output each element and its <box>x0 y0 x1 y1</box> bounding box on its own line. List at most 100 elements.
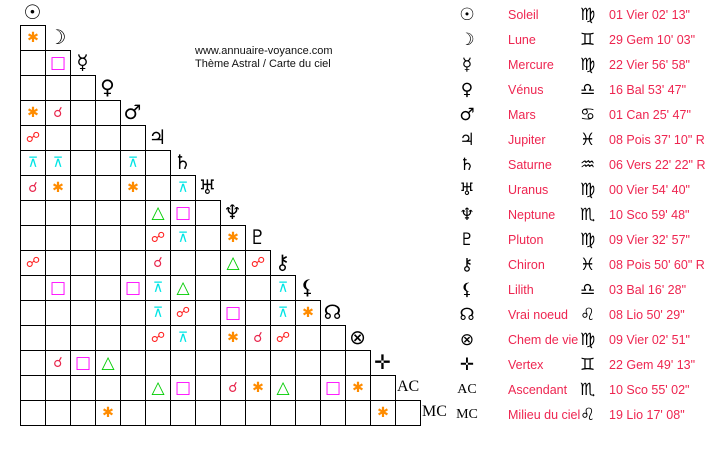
aspect-cell: ☌ <box>45 100 71 126</box>
aspect-cell <box>20 75 46 101</box>
body-name: Milieu du ciel <box>508 408 581 422</box>
list-item: ⚸ Lilith ♎ 03 Bal 16' 28" <box>452 280 705 305</box>
aspect-cell <box>120 325 146 351</box>
aspect-cell: □ <box>170 200 196 226</box>
body-position: 06 Vers 22' 22" R <box>609 158 705 172</box>
aspect-cell <box>145 150 171 176</box>
jupiter-icon: ♃ <box>459 130 475 150</box>
zodiac-sign-icon: ♎ <box>580 80 596 100</box>
aspect-cell <box>220 400 246 426</box>
uranus-icon: ♅ <box>459 180 475 200</box>
aspect-cell <box>70 325 96 351</box>
trine-icon: △ <box>101 353 115 373</box>
aspect-cell <box>295 325 321 351</box>
opposition-icon: ☍ <box>25 130 41 146</box>
quincunx-icon: ⊼ <box>127 155 139 171</box>
aspect-cell: ✱ <box>220 225 246 251</box>
conjunction-icon: ☌ <box>53 105 63 121</box>
path-of-life-icon: ⊗ <box>459 330 475 350</box>
square-icon: □ <box>49 53 67 73</box>
aspect-cell <box>20 375 46 401</box>
zodiac-sign-icon: ♏ <box>580 380 596 400</box>
aspect-cell: ✱ <box>370 400 396 426</box>
square-icon: □ <box>124 278 142 298</box>
zodiac-sign-icon: ♒ <box>580 155 596 175</box>
list-item: ♄ Saturne ♒ 06 Vers 22' 22" R <box>452 155 705 180</box>
chiron-icon: ⚷ <box>275 250 290 274</box>
aspect-cell: △ <box>145 375 171 401</box>
body-name: Vénus <box>508 83 544 97</box>
aspect-cell <box>220 275 246 301</box>
aspect-cell <box>95 250 121 276</box>
opposition-icon: ☍ <box>175 305 191 321</box>
list-item: ♀ Vénus ♎ 16 Bal 53' 47" <box>452 80 705 105</box>
aspect-cell: △ <box>145 200 171 226</box>
aspect-cell <box>120 225 146 251</box>
aspect-cell <box>70 200 96 226</box>
zodiac-sign-icon: ♍ <box>580 55 596 75</box>
opposition-icon: ☍ <box>275 330 291 346</box>
square-icon: □ <box>224 303 242 323</box>
aspect-cell <box>120 375 146 401</box>
body-position: 03 Bal 16' 28" <box>609 283 687 297</box>
aspect-cell: □ <box>170 375 196 401</box>
zodiac-sign-icon: ♓ <box>580 130 596 150</box>
aspect-cell: △ <box>170 275 196 301</box>
body-name: Vrai noeud <box>508 308 568 322</box>
chart-subtitle: Thème Astral / Carte du ciel <box>195 58 331 70</box>
aspect-cell: ✱ <box>95 400 121 426</box>
aspect-cell <box>170 400 196 426</box>
square-icon: □ <box>174 378 192 398</box>
body-position: 08 Lio 50' 29" <box>609 308 685 322</box>
zodiac-sign-icon: ♍ <box>580 330 596 350</box>
body-position: 22 Gem 49' 13" <box>609 358 696 372</box>
conjunction-icon: ☌ <box>53 355 63 371</box>
aspect-cell <box>20 350 46 376</box>
aspect-cell <box>270 400 296 426</box>
aspect-cell <box>370 375 396 401</box>
aspect-cell <box>70 150 96 176</box>
aspect-cell <box>170 250 196 276</box>
aspect-cell <box>120 200 146 226</box>
aspect-cell <box>145 350 171 376</box>
list-item: ⚷ Chiron ♓ 08 Pois 50' 60" R <box>452 255 705 280</box>
aspect-cell: ☍ <box>20 125 46 151</box>
list-item: ♂ Mars ♋ 01 Can 25' 47" <box>452 105 705 130</box>
aspect-cell: ✱ <box>245 375 271 401</box>
body-name: Ascendant <box>508 383 568 397</box>
square-icon: □ <box>74 353 92 373</box>
aspect-cell <box>20 300 46 326</box>
aspect-cell <box>345 400 371 426</box>
list-item: ☉ Soleil ♍ 01 Vier 02' 13" <box>452 5 705 30</box>
path-of-life-icon: ⊗ <box>349 325 366 349</box>
body-name: Pluton <box>508 233 544 247</box>
aspect-cell: △ <box>220 250 246 276</box>
venus-icon: ♀ <box>460 80 474 100</box>
opposition-icon: ☍ <box>250 255 266 271</box>
mars-icon: ♂ <box>123 100 142 124</box>
aspect-cell: ✱ <box>295 300 321 326</box>
conjunction-icon: ☌ <box>253 330 263 346</box>
zodiac-sign-icon: ♍ <box>580 180 596 200</box>
sextile-icon: ✱ <box>102 405 114 421</box>
trine-icon: △ <box>276 378 290 398</box>
body-name: Lune <box>508 33 536 47</box>
body-position: 00 Vier 54' 40" <box>609 183 690 197</box>
aspect-cell: ⊼ <box>145 300 171 326</box>
aspect-cell <box>45 250 71 276</box>
aspect-cell <box>95 175 121 201</box>
aspect-cell: ⊼ <box>170 175 196 201</box>
aspect-cell <box>45 225 71 251</box>
aspect-cell: □ <box>45 275 71 301</box>
aspect-cell <box>195 350 221 376</box>
aspect-cell <box>220 350 246 376</box>
aspect-cell: □ <box>120 275 146 301</box>
aspect-cell: ☌ <box>20 175 46 201</box>
mars-icon: ♂ <box>459 105 475 125</box>
true-node-icon: ☊ <box>323 300 342 324</box>
aspect-cell <box>195 225 221 251</box>
aspect-cell: □ <box>45 50 71 76</box>
body-position: 29 Gem 10' 03" <box>609 33 696 47</box>
aspect-cell: ✱ <box>345 375 371 401</box>
aspect-cell: △ <box>270 375 296 401</box>
